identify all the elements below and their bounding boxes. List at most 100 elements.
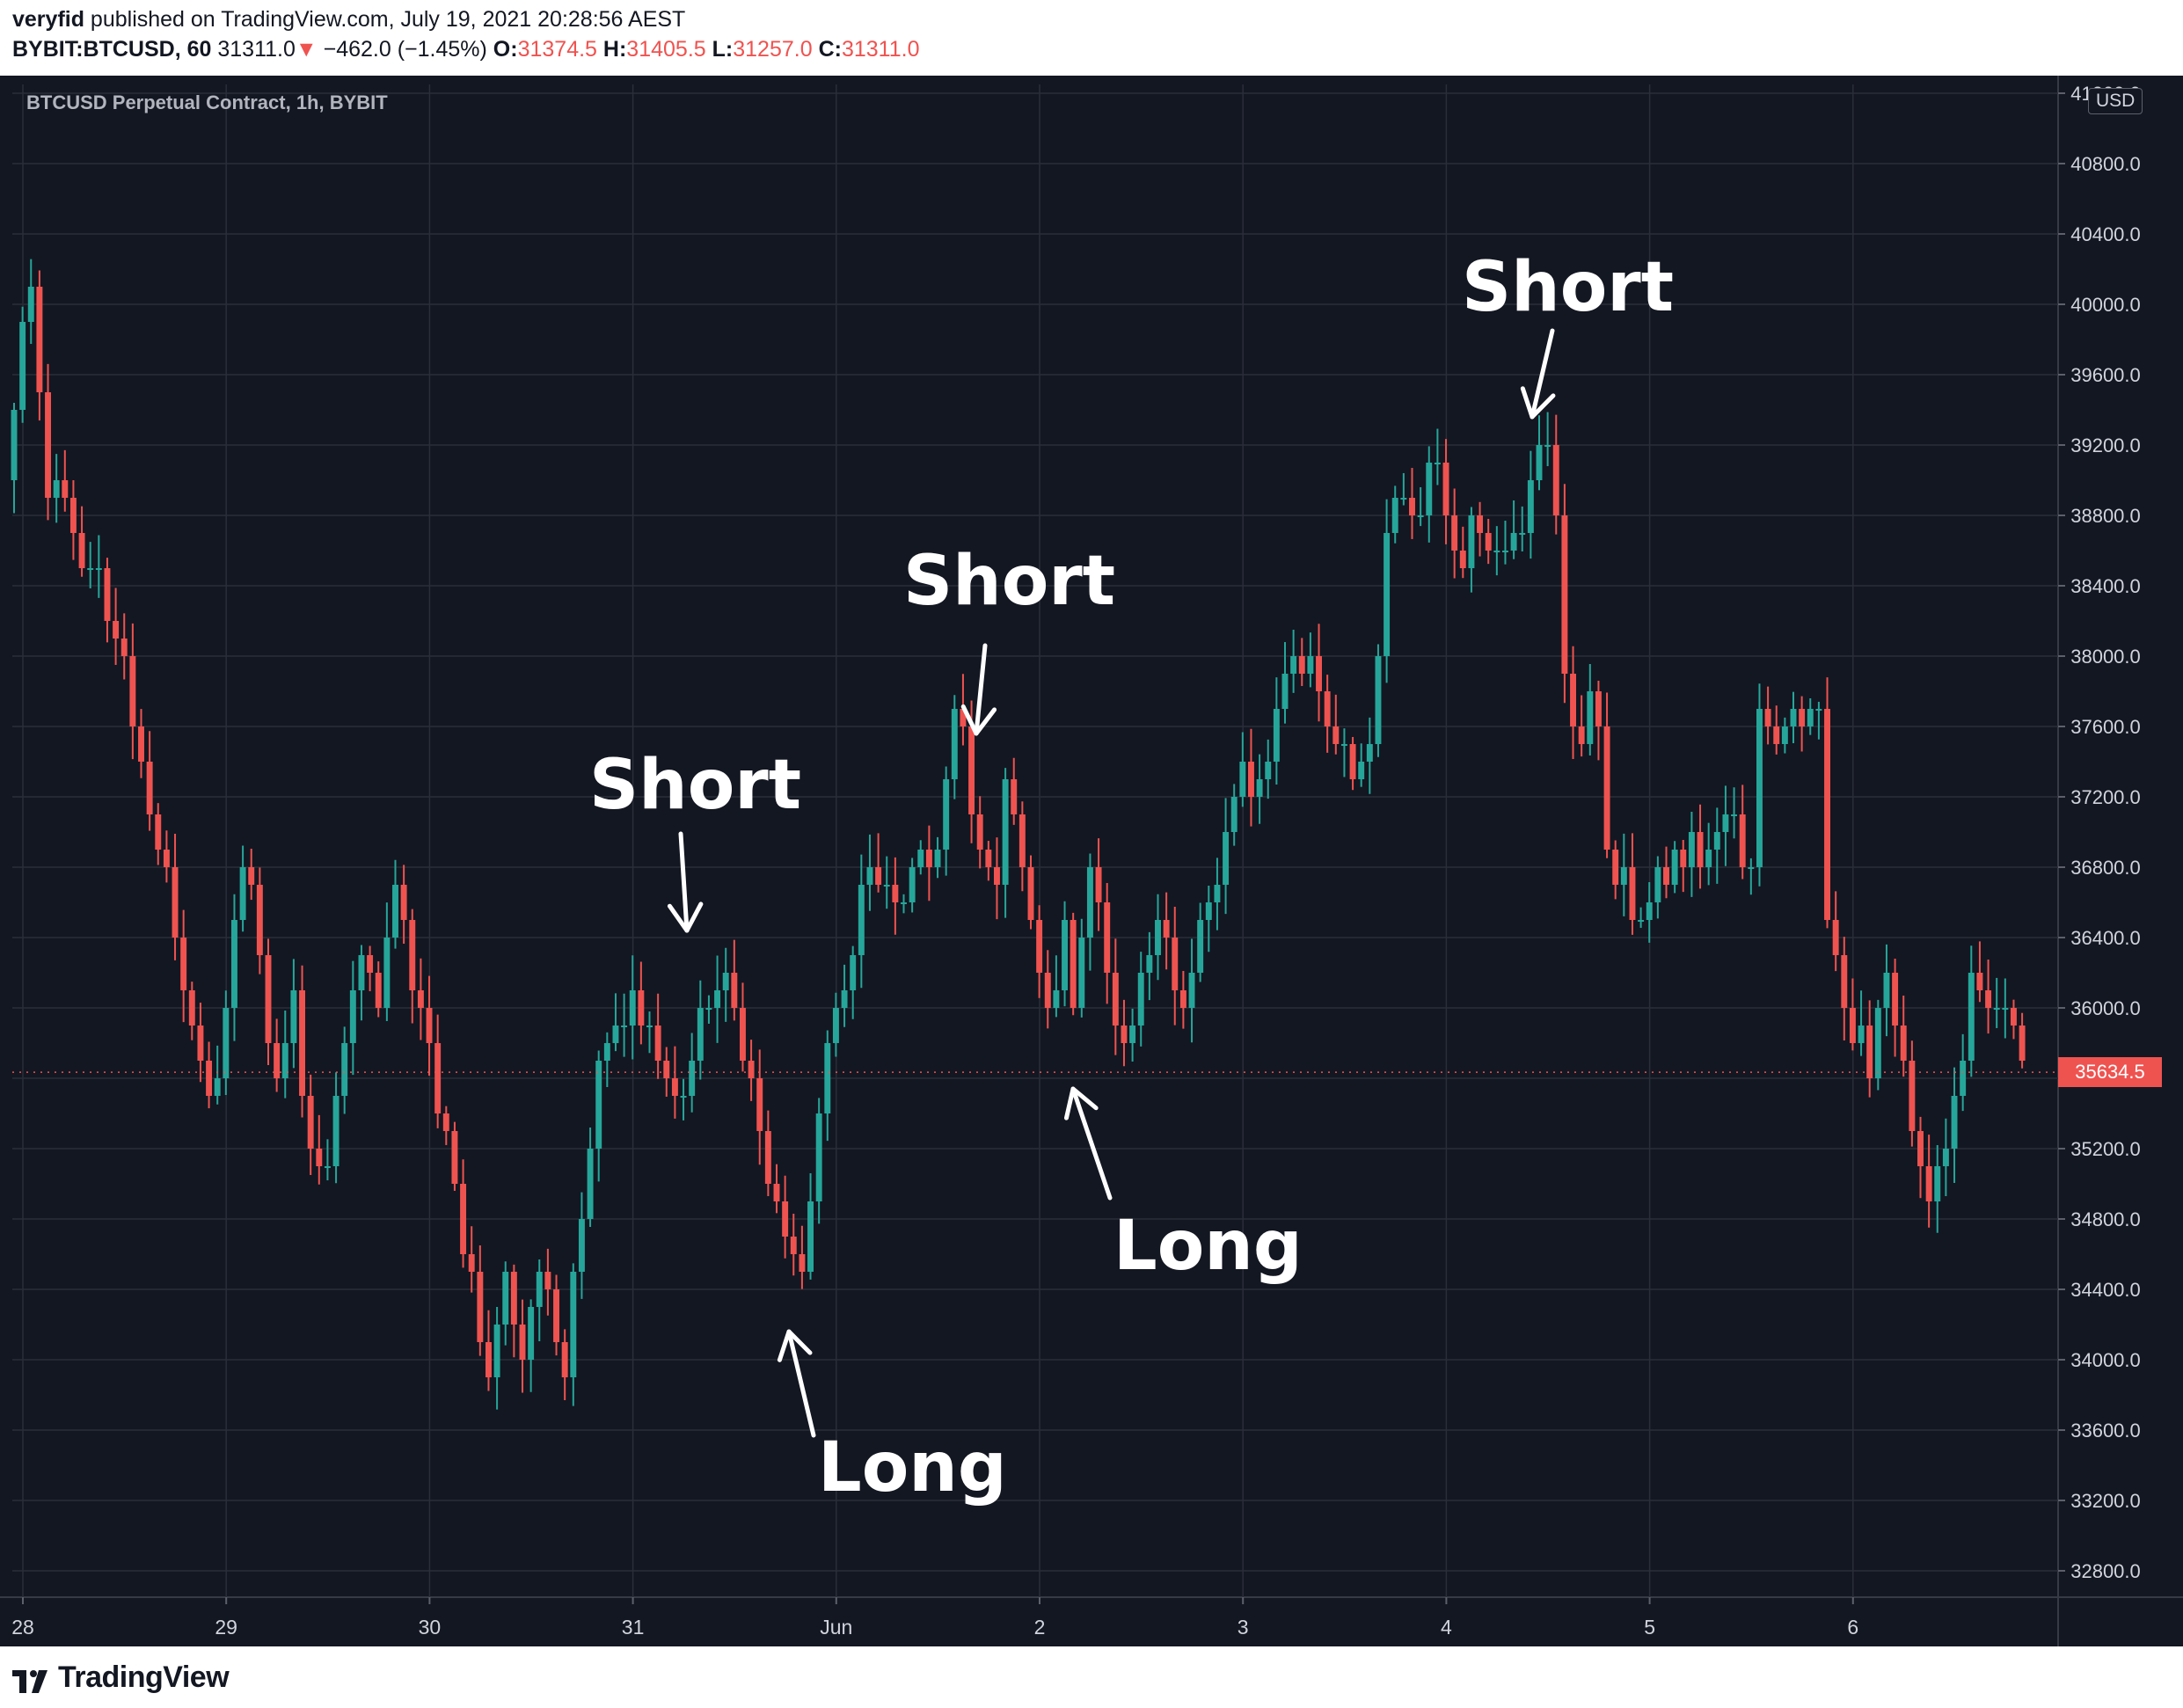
candle-body: [1104, 902, 1111, 973]
candle-body: [773, 1184, 780, 1201]
candle-body: [2010, 1008, 2017, 1026]
candle-body: [485, 1342, 492, 1377]
x-tick-label: 31: [622, 1616, 645, 1639]
candle-body: [892, 885, 899, 902]
candle-body: [790, 1237, 797, 1254]
candle-body: [985, 850, 992, 867]
candle-body: [1731, 814, 1738, 816]
candle-body: [587, 1149, 594, 1219]
y-tick-label: 38800.0: [2070, 505, 2141, 527]
tradingview-logo[interactable]: TradingView: [12, 1661, 230, 1695]
candle-body: [1968, 973, 1975, 1061]
candle-body: [1638, 920, 1645, 922]
candle-body: [1764, 709, 1771, 726]
candle-body: [442, 1113, 449, 1131]
candle-body: [756, 1078, 763, 1131]
y-tick-label: 40400.0: [2070, 223, 2141, 245]
close-value: 31311.0: [841, 37, 920, 62]
candle-body: [290, 990, 297, 1043]
candle-body: [561, 1342, 568, 1377]
candle-body: [1799, 709, 1806, 726]
candle-body: [1866, 1026, 1873, 1078]
chart-pane[interactable]: 41200.040800.040400.040000.039600.039200…: [0, 76, 2183, 1646]
candle-body: [11, 410, 18, 480]
candle-body: [1561, 515, 1568, 674]
candle-body: [553, 1289, 560, 1342]
x-tick-label: 4: [1441, 1616, 1452, 1639]
candle-body: [1468, 515, 1475, 568]
candle-body: [832, 1008, 839, 1043]
candle-body: [595, 1061, 602, 1149]
candle-body: [230, 920, 237, 1008]
candle-body: [536, 1272, 543, 1307]
candle-body: [1748, 867, 1755, 869]
chart-header: [0, 0, 2183, 76]
y-tick-label: 32800.0: [2070, 1560, 2141, 1582]
currency-button[interactable]: USD: [2088, 88, 2143, 114]
candle-body: [206, 1061, 213, 1096]
candle-body: [510, 1272, 517, 1325]
low-value: 31257.0: [733, 37, 813, 62]
candle-body: [1265, 762, 1272, 779]
candle-body: [638, 990, 645, 1026]
candle-body: [53, 480, 60, 498]
close-label: C:: [818, 37, 842, 62]
symbol-name[interactable]: BYBIT:BTCUSD, 60: [12, 37, 212, 62]
candle-body: [316, 1149, 323, 1166]
open-label: O:: [493, 37, 518, 62]
candle-body: [1172, 938, 1179, 990]
candle-body: [62, 480, 69, 498]
candle-body: [1179, 990, 1186, 1008]
candle-body: [1841, 955, 1848, 1008]
symbol-legend: BYBIT:BTCUSD, 60 31311.0▼ −462.0 (−1.45%…: [12, 37, 919, 62]
y-tick-label: 35200.0: [2070, 1138, 2141, 1160]
candle-body: [1527, 480, 1534, 533]
candle-body: [663, 1061, 670, 1078]
candle-body: [1247, 762, 1254, 797]
candle-body: [1349, 744, 1356, 779]
candle-body: [1062, 920, 1069, 990]
candle-body: [299, 990, 306, 1096]
candle-body: [78, 533, 85, 568]
candle-body: [1858, 1026, 1865, 1043]
tradingview-brand: TradingView: [58, 1661, 230, 1694]
candle-body: [578, 1219, 585, 1272]
candle-body: [188, 990, 195, 1026]
candle-body: [934, 850, 941, 867]
candle-body: [375, 973, 382, 1008]
candlestick-chart[interactable]: 41200.040800.040400.040000.039600.039200…: [0, 76, 2183, 1646]
candle-body: [976, 814, 983, 850]
y-tick-label: 34000.0: [2070, 1349, 2141, 1371]
candle-body: [1400, 498, 1407, 500]
candle-body: [1230, 797, 1238, 832]
candle-body: [1426, 463, 1433, 515]
candle-body: [1697, 832, 1704, 867]
candle-body: [1477, 515, 1484, 533]
candle-body: [180, 938, 187, 990]
candle-body: [1824, 709, 1831, 920]
candle-body: [1587, 691, 1594, 744]
y-tick-label: 38000.0: [2070, 646, 2141, 668]
candle-body: [1146, 955, 1153, 973]
candle-body: [214, 1078, 221, 1096]
candle-body: [544, 1272, 551, 1289]
candle-body: [1900, 1026, 1907, 1061]
y-tick-label: 37200.0: [2070, 786, 2141, 808]
candle-body: [477, 1272, 484, 1342]
candle-body: [1925, 1166, 1932, 1201]
candle-body: [1188, 973, 1195, 1008]
candle-body: [1095, 867, 1102, 902]
candle-body: [1578, 726, 1585, 744]
annotation-long-1: Long: [818, 1428, 1007, 1507]
short-arrow-1: [678, 831, 690, 933]
long-arrow-2-head: [1063, 1086, 1099, 1120]
candle-body: [197, 1026, 204, 1061]
author-name[interactable]: veryfid: [12, 7, 84, 32]
short-arrow-2-head: [960, 704, 997, 736]
candle-body: [1256, 779, 1263, 797]
candle-body: [146, 762, 153, 814]
candle-body: [1756, 709, 1763, 867]
candle-body: [705, 1008, 712, 1010]
candle-body: [1519, 533, 1526, 535]
candle-body: [1739, 814, 1746, 867]
